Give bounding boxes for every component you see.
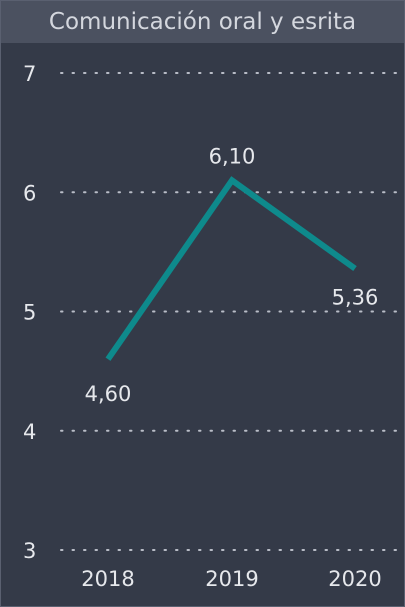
y-tick-label: 7	[23, 62, 36, 86]
y-axis-ticks: 3 4 5 6 7	[23, 62, 36, 563]
x-tick-label: 2019	[205, 567, 258, 591]
y-tick-label: 3	[23, 539, 36, 563]
y-tick-label: 4	[23, 420, 36, 444]
x-axis-ticks: 2018 2019 2020	[81, 567, 381, 591]
x-tick-label: 2020	[328, 567, 381, 591]
y-tick-label: 6	[23, 181, 36, 205]
chart-title-bar: Comunicación oral y esrita	[1, 1, 404, 43]
chart-title: Comunicación oral y esrita	[48, 9, 357, 35]
data-labels: 4,60 6,10 5,36	[85, 144, 379, 406]
data-label: 5,36	[332, 286, 379, 310]
x-tick-label: 2018	[81, 567, 134, 591]
y-tick-label: 5	[23, 301, 36, 325]
data-label: 6,10	[209, 144, 256, 168]
series-layer	[105, 176, 357, 361]
series-line	[105, 176, 357, 361]
data-label: 4,60	[85, 382, 132, 406]
